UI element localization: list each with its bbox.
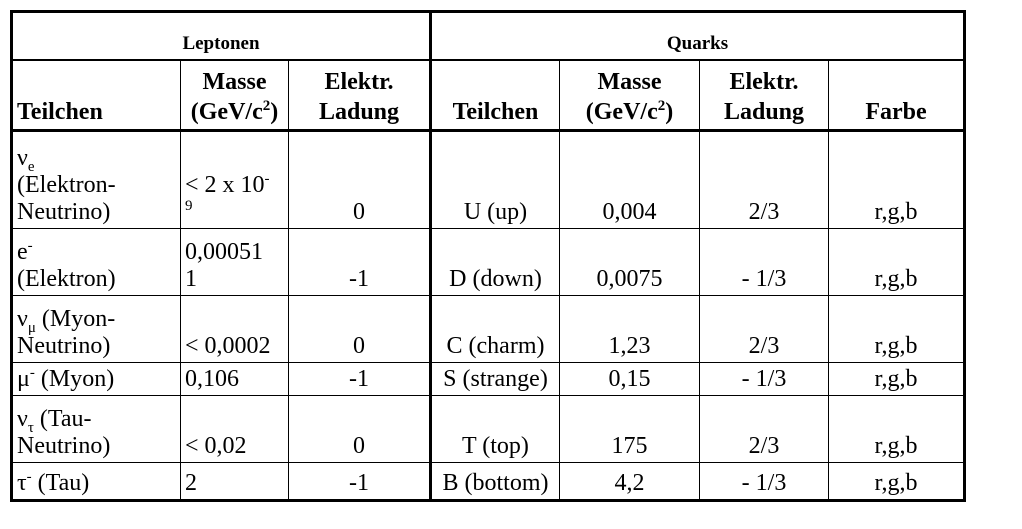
lepton-cell: ντ (Tau- Neutrino) <box>11 395 181 463</box>
table-row: τ- (Tau) 2 -1 B (bottom) 4,2 - 1/3 r,g,b <box>11 462 965 501</box>
quark-name: U (up) <box>429 130 560 229</box>
header-lepton-mass-exp: 2 <box>262 98 271 114</box>
quark-charge: 2/3 <box>699 130 829 229</box>
lepton-cell: νe (Elektron- Neutrino) <box>11 130 181 229</box>
header-lepton-mass-line1: Masse <box>202 69 267 95</box>
quark-color: r,g,b <box>828 395 965 463</box>
particle-table-container: Leptonen Quarks Teilchen Masse (GeV/c2) … <box>10 10 966 502</box>
lepton-charge: -1 <box>288 462 431 501</box>
lepton-mass: < 0,02 <box>180 395 289 463</box>
header-quark-mass-unit: (GeV/c <box>585 99 658 125</box>
lepton-description: (Tau- Neutrino) <box>17 406 111 459</box>
lepton-subscript: τ <box>27 419 34 436</box>
quark-mass: 0,0075 <box>559 228 700 296</box>
lepton-cell: e- (Elektron) <box>11 228 181 296</box>
lepton-symbol: τ <box>17 470 27 496</box>
quark-charge: - 1/3 <box>699 228 829 296</box>
table-row: νμ (Myon- Neutrino) < 0,0002 0 C (charm)… <box>11 295 965 363</box>
quark-mass: 4,2 <box>559 462 700 501</box>
lepton-description: (Elektron) <box>17 266 116 292</box>
lepton-charge: 0 <box>288 395 431 463</box>
lepton-mass-exp-wrap: 9 <box>185 198 193 214</box>
table-row: μ- (Myon) 0,106 -1 S (strange) 0,15 - 1/… <box>11 362 965 396</box>
lepton-mass: < 0,0002 <box>180 295 289 363</box>
quark-name: T (top) <box>429 395 560 463</box>
particle-table: Leptonen Quarks Teilchen Masse (GeV/c2) … <box>10 10 966 502</box>
quark-mass: 0,15 <box>559 362 700 396</box>
lepton-mass-value: < 2 x 10 <box>185 172 265 198</box>
quark-color: r,g,b <box>828 362 965 396</box>
quark-color: r,g,b <box>828 462 965 501</box>
quark-name: C (charm) <box>429 295 560 363</box>
header-quark-mass-line1: Masse <box>597 69 662 95</box>
quark-color: r,g,b <box>828 228 965 296</box>
group-quarks: Quarks <box>429 11 965 61</box>
lepton-mass: 2 <box>180 462 289 501</box>
header-lepton-charge: Elektr. Ladung <box>288 59 431 131</box>
quark-color: r,g,b <box>828 295 965 363</box>
table-row: e- (Elektron) 0,00051 1 -1 D (down) 0,007… <box>11 228 965 296</box>
quark-charge: - 1/3 <box>699 362 829 396</box>
lepton-subscript: μ <box>27 319 36 336</box>
header-quark-charge: Elektr. Ladung <box>699 59 829 131</box>
lepton-symbol: ν <box>17 406 28 432</box>
header-lepton-mass: Masse (GeV/c2) <box>180 59 289 131</box>
lepton-symbol: e <box>17 239 28 265</box>
lepton-charge: 0 <box>288 295 431 363</box>
quark-mass: 175 <box>559 395 700 463</box>
header-lepton-mass-close: ) <box>270 99 279 125</box>
lepton-charge: -1 <box>288 362 431 396</box>
lepton-superscript: - <box>29 365 35 381</box>
header-quark-mass-exp: 2 <box>657 98 666 114</box>
lepton-description: (Elektron- Neutrino) <box>17 172 116 225</box>
lepton-description: (Myon- Neutrino) <box>17 306 116 359</box>
table-row: νe (Elektron- Neutrino) < 2 x 10- 9 0 U (u… <box>11 130 965 229</box>
quark-mass: 0,004 <box>559 130 700 229</box>
quark-name: D (down) <box>429 228 560 296</box>
lepton-superscript: - <box>26 469 32 485</box>
quark-mass: 1,23 <box>559 295 700 363</box>
lepton-mass: < 2 x 10- 9 <box>180 130 289 229</box>
header-lepton-particle: Teilchen <box>11 59 181 131</box>
table-row: ντ (Tau- Neutrino) < 0,02 0 T (top) 175 … <box>11 395 965 463</box>
lepton-mass: 0,106 <box>180 362 289 396</box>
column-header-row: Teilchen Masse (GeV/c2) Elektr. Ladung T… <box>11 59 965 131</box>
lepton-cell: νμ (Myon- Neutrino) <box>11 295 181 363</box>
lepton-charge: 0 <box>288 130 431 229</box>
header-quark-particle: Teilchen <box>429 59 560 131</box>
lepton-symbol: ν <box>17 306 28 332</box>
lepton-mass-exp-sign: - <box>264 171 270 187</box>
lepton-mass: 0,00051 1 <box>180 228 289 296</box>
lepton-superscript: - <box>27 238 33 254</box>
header-quark-color: Farbe <box>828 59 965 131</box>
quark-name: S (strange) <box>429 362 560 396</box>
lepton-description: (Myon) <box>34 366 115 392</box>
lepton-subscript: e <box>27 158 35 175</box>
header-quark-mass: Masse (GeV/c2) <box>559 59 700 131</box>
lepton-cell: μ- (Myon) <box>11 362 181 396</box>
lepton-cell: τ- (Tau) <box>11 462 181 501</box>
quark-color: r,g,b <box>828 130 965 229</box>
quark-charge: 2/3 <box>699 295 829 363</box>
lepton-symbol: ν <box>17 145 28 171</box>
header-quark-mass-close: ) <box>665 99 674 125</box>
header-lepton-mass-unit: (GeV/c <box>190 99 263 125</box>
quark-name: B (bottom) <box>429 462 560 501</box>
group-leptons: Leptonen <box>11 11 431 61</box>
lepton-symbol: μ <box>17 366 30 392</box>
quark-charge: - 1/3 <box>699 462 829 501</box>
group-header-row: Leptonen Quarks <box>11 11 965 61</box>
lepton-charge: -1 <box>288 228 431 296</box>
quark-charge: 2/3 <box>699 395 829 463</box>
lepton-description: (Tau) <box>31 470 90 496</box>
